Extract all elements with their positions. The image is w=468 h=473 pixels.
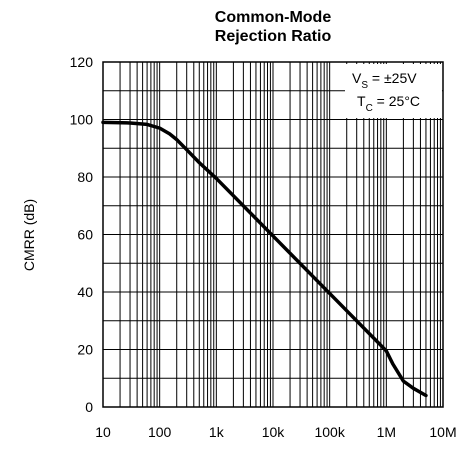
y-tick-label: 60: [77, 227, 93, 243]
x-tick-label: 100: [148, 424, 172, 440]
x-tick-label: 10k: [262, 424, 286, 440]
y-tick-label: 120: [70, 54, 94, 70]
chart-title: Rejection Ratio: [215, 28, 332, 45]
annotation-text: = 25°C: [373, 93, 420, 109]
x-tick-label: 1k: [209, 424, 225, 440]
annotation-text: = ±25V: [368, 70, 417, 86]
x-tick-label: 100k: [314, 424, 345, 440]
x-tick-label: 10: [95, 424, 111, 440]
annotation-text: T: [357, 93, 366, 109]
line: [101, 120, 428, 398]
y-tick-label: 100: [70, 112, 94, 128]
x-tick-label: 1M: [377, 424, 396, 440]
x-tick-label: 10M: [429, 424, 456, 440]
annotation: VS = ±25V: [352, 70, 417, 91]
annotation-sub: S: [361, 80, 368, 91]
y-axis-label: CMRR (dB): [21, 199, 37, 271]
annotation-text: V: [352, 70, 362, 86]
annotation-sub: C: [366, 103, 373, 114]
chart-title: Common-Mode: [215, 9, 332, 26]
y-tick-label: 80: [77, 169, 93, 185]
annotation: TC = 25°C: [357, 93, 420, 114]
plot-frame: [102, 61, 444, 408]
y-tick-label: 0: [85, 399, 93, 415]
y-tick-label: 20: [77, 342, 93, 358]
annotation-box: [345, 64, 442, 118]
y-tick-label: 40: [77, 284, 93, 300]
